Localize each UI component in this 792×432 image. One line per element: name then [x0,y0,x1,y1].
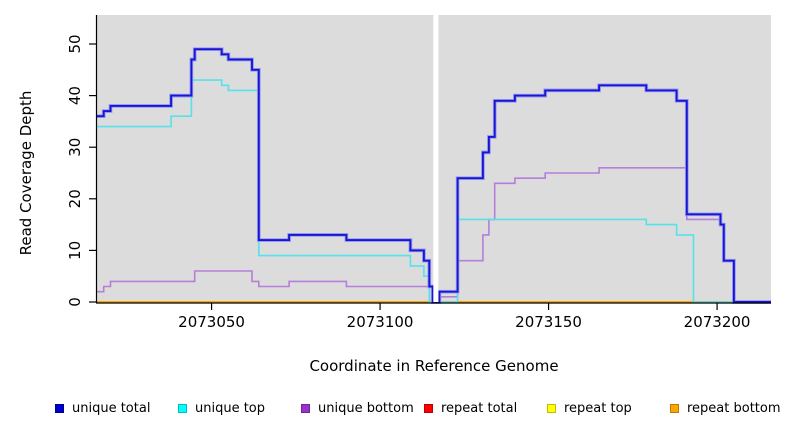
legend-label-repeat-bottom: repeat bottom [687,401,781,416]
x-tick-label: 2073150 [515,313,582,331]
x-axis-title: Coordinate in Reference Genome [309,357,559,375]
y-tick-label: 30 [66,138,84,157]
series-unique-total-line [97,48,771,303]
legend-label-repeat-total: repeat total [441,401,518,416]
x-tick-label: 2073200 [684,313,751,331]
legend-item-repeat-total: repeat total [424,401,547,416]
legend-item-unique-top: unique top [178,401,301,416]
legend-label-repeat-top: repeat top [564,401,632,416]
legend: unique total unique top unique bottom re… [55,401,792,416]
legend-item-repeat-bottom: repeat bottom [670,401,792,416]
legend-swatch-unique-top [178,404,187,413]
x-tick-label: 2073100 [347,313,414,331]
x-tick-label: 2073050 [178,313,245,331]
legend-label-unique-top: unique top [195,401,266,416]
y-tick-label: 40 [66,86,84,105]
series-unique-top-line [97,79,771,303]
legend-swatch-repeat-total [424,404,433,413]
series-unique-bottom-line [97,167,771,303]
legend-swatch-repeat-top [547,404,556,413]
legend-item-unique-total: unique total [55,401,178,416]
coverage-chart: 2073050 2073100 2073150 2073200 0 10 20 30 40 50 [66,15,771,331]
y-tick-label: 10 [66,241,84,260]
legend-swatch-unique-total [55,404,64,413]
legend-item-unique-bottom: unique bottom [301,401,424,416]
y-tick-label: 50 [66,34,84,53]
legend-swatch-repeat-bottom [670,404,679,413]
y-tick-label: 20 [66,189,84,208]
legend-label-unique-total: unique total [72,401,151,416]
y-axis-title: Read Coverage Depth [17,90,35,256]
legend-item-repeat-top: repeat top [547,401,670,416]
y-tick-label: 0 [66,297,84,307]
legend-swatch-unique-bottom [301,404,310,413]
legend-label-unique-bottom: unique bottom [318,401,414,416]
coverage-gap [433,15,439,302]
